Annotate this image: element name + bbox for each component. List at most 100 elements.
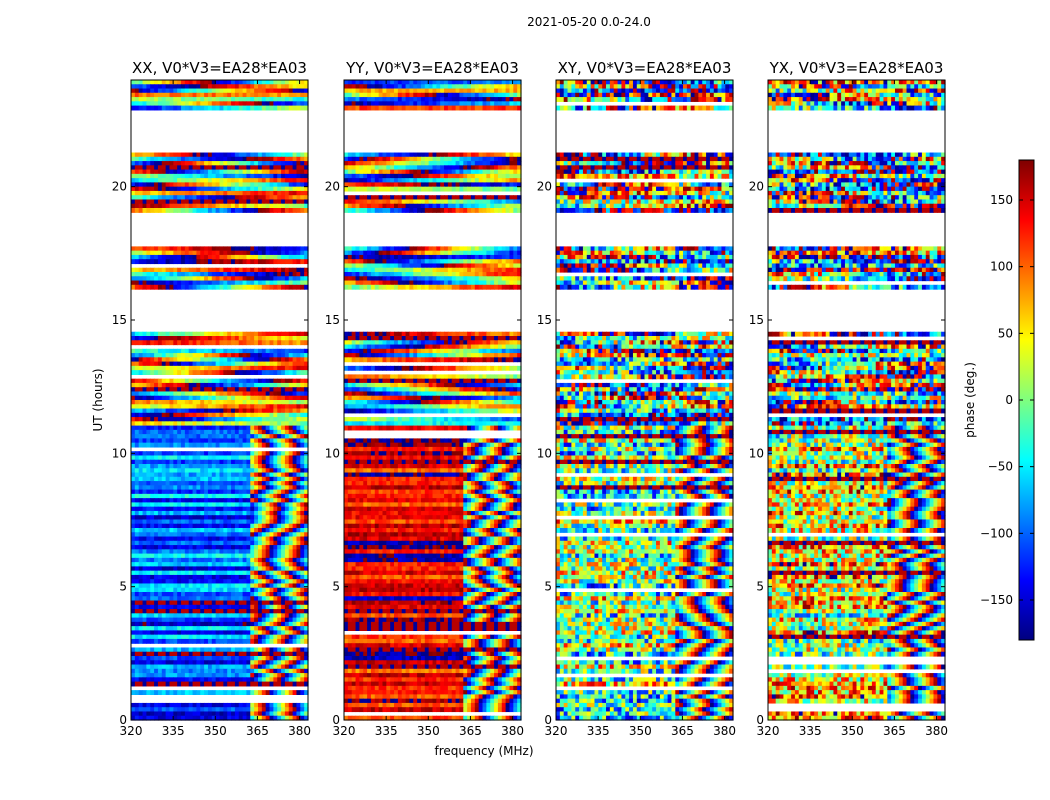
heatmap-cell: [177, 250, 182, 256]
heatmap-cell: [215, 429, 221, 435]
heatmap-cell: [238, 88, 244, 94]
heatmap-cell: [254, 651, 259, 657]
heatmap-cell: [269, 468, 274, 474]
heatmap-cell: [242, 378, 248, 384]
heatmap-cell: [157, 272, 163, 277]
heatmap-cell: [173, 540, 178, 546]
heatmap-cell: [257, 382, 263, 388]
heatmap-cell: [165, 626, 171, 631]
heatmap-cell: [269, 331, 274, 337]
heatmap-cell: [284, 442, 290, 448]
heatmap-cell: [265, 400, 271, 405]
heatmap-cell: [131, 634, 136, 640]
heatmap-cell: [257, 604, 263, 610]
heatmap-cell: [161, 259, 167, 265]
heatmap-cell: [234, 161, 240, 166]
heatmap-cell: [169, 434, 174, 439]
heatmap-cell: [131, 515, 136, 521]
heatmap-cell: [173, 404, 178, 410]
heatmap-cell: [261, 609, 267, 614]
heatmap-cell: [269, 562, 274, 567]
heatmap-cell: [234, 515, 240, 521]
heatmap-cell: [219, 161, 224, 166]
heatmap-cell: [273, 284, 278, 290]
heatmap-cell: [273, 336, 278, 341]
heatmap-cell: [292, 545, 298, 550]
heatmap-cell: [150, 152, 155, 158]
heatmap-cell: [300, 545, 305, 550]
heatmap-cell: [161, 596, 167, 602]
heatmap-cell: [181, 92, 186, 98]
heatmap-cell: [227, 455, 232, 461]
heatmap-cell: [211, 647, 217, 653]
heatmap-cell: [223, 660, 228, 666]
heatmap-cell: [146, 677, 151, 683]
heatmap-cell: [157, 553, 163, 559]
heatmap-cell: [204, 647, 209, 653]
heatmap-cell: [231, 434, 236, 439]
heatmap-cell: [169, 481, 174, 486]
heatmap-cell: [242, 391, 248, 397]
heatmap-cell: [204, 545, 209, 550]
heatmap-cell: [238, 583, 244, 589]
heatmap-cell: [157, 417, 163, 422]
heatmap-cell: [284, 169, 290, 175]
heatmap-cell: [154, 455, 159, 461]
heatmap-cell: [300, 528, 305, 533]
heatmap-cell: [131, 165, 136, 171]
heatmap-cell: [177, 395, 182, 401]
heatmap-cell: [288, 579, 294, 585]
heatmap-cell: [142, 634, 147, 640]
heatmap-cell: [227, 353, 232, 358]
heatmap-cell: [181, 579, 186, 585]
heatmap-cell: [192, 182, 198, 188]
heatmap-cell: [134, 506, 140, 512]
heatmap-cell: [284, 246, 290, 252]
heatmap-cell: [131, 250, 136, 256]
heatmap-cell: [177, 587, 182, 593]
heatmap-cell: [138, 438, 144, 444]
heatmap-cell: [161, 540, 167, 546]
heatmap-cell: [277, 340, 282, 346]
heatmap-cell: [192, 557, 198, 563]
heatmap-cell: [238, 276, 244, 282]
heatmap-cell: [238, 105, 244, 111]
heatmap-cell: [281, 190, 286, 196]
heatmap-cell: [273, 442, 278, 448]
heatmap-cell: [284, 272, 290, 277]
heatmap-cell: [284, 664, 290, 670]
heatmap-cell: [154, 387, 159, 393]
heatmap-cell: [284, 276, 290, 282]
heatmap-cell: [269, 579, 274, 585]
heatmap-cell: [134, 378, 140, 384]
heatmap-cell: [146, 549, 151, 555]
heatmap-cell: [292, 626, 298, 631]
heatmap-cell: [269, 451, 274, 457]
heatmap-cell: [181, 97, 186, 102]
heatmap-cell: [150, 553, 155, 559]
heatmap-cell: [234, 673, 240, 678]
heatmap-cell: [238, 510, 244, 516]
heatmap-cell: [188, 455, 194, 461]
heatmap-cell: [177, 272, 182, 277]
heatmap-cell: [269, 592, 274, 597]
heatmap-cell: [146, 84, 151, 90]
heatmap-cell: [165, 476, 171, 482]
heatmap-cell: [254, 583, 259, 589]
heatmap-cell: [227, 574, 232, 580]
heatmap-cell: [292, 540, 298, 546]
heatmap-cell: [223, 331, 228, 337]
heatmap-cell: [211, 404, 217, 410]
heatmap-cell: [131, 276, 136, 282]
heatmap-cell: [215, 528, 221, 533]
heatmap-cell: [269, 549, 274, 555]
heatmap-cell: [142, 442, 147, 448]
heatmap-cell: [238, 421, 244, 427]
heatmap-cell: [196, 549, 201, 555]
heatmap-cell: [154, 540, 159, 546]
heatmap-cell: [265, 613, 271, 619]
heatmap-cell: [304, 464, 309, 469]
heatmap-cell: [146, 336, 151, 341]
heatmap-cell: [277, 451, 282, 457]
heatmap-cell: [154, 395, 159, 401]
